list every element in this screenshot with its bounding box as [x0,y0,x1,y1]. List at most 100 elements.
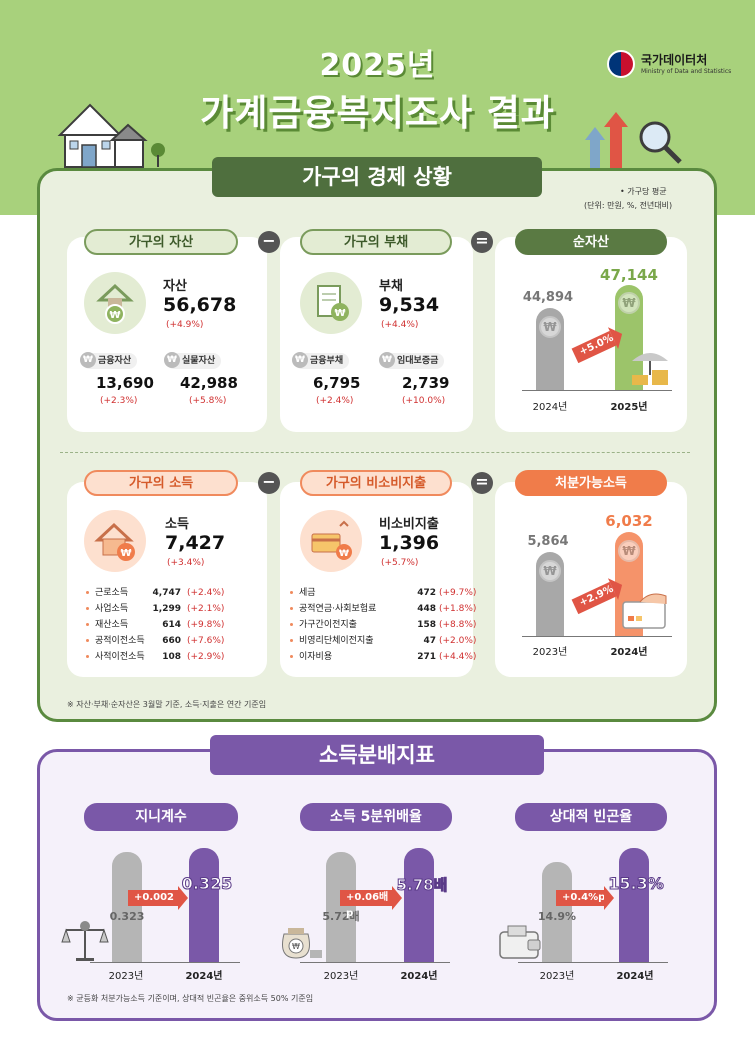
report-title: 가계금융복지조사 결과 [200,93,555,134]
report-year: 2025년 [319,48,436,83]
breakdown-label: 사업소득 [95,604,129,614]
breakdown-change: (+9.7%) [439,588,477,598]
debt-pill: 가구의 부채 [300,229,452,255]
breakdown-row: 세금 472 (+9.7%) [290,586,480,600]
section1-title: 가구의 경제 상황 [212,157,542,197]
minus-operator: − [258,472,280,494]
nonconsumption-card [280,482,473,677]
disposable-income-pill: 처분가능소득 [515,470,667,496]
unit-note-line2: (단위: 만원, %, 전년대비) [584,201,673,210]
quintile-change-arrow: +0.06배p [340,886,402,919]
svg-text:₩: ₩ [292,942,300,951]
breakdown-change: (+1.8%) [439,604,477,614]
breakdown-change: (+2.4%) [187,588,225,598]
breakdown-row: 사업소득 1,299 (+2.1%) [86,602,276,616]
won-coin-icon: ₩ [164,352,180,368]
breakdown-row: 비영리단체이전지출 47 (+2.0%) [290,634,480,648]
quintile-2023-value: 5.72배 [322,910,360,923]
quintile-2023-bar [326,852,356,962]
real-assets-value: 42,988 [180,374,238,392]
won-coin-icon: ₩ [539,316,561,338]
bullet-dot [290,591,293,594]
won-coin-icon: ₩ [292,352,308,368]
debt-bill-icon: ₩ [300,272,362,334]
quintile-axis [300,962,450,963]
net-assets-year1: 2024년 [532,402,568,413]
won-coin-icon: ₩ [539,560,561,582]
breakdown-change: (+7.6%) [187,636,225,646]
won-coin-icon: ₩ [618,292,640,314]
income-house-icon: ₩ [84,510,146,572]
breakdown-row: 이자비용 271 (+4.4%) [290,650,480,664]
real-assets-tag: ₩ 실물자산 [164,352,222,369]
poverty-axis [518,962,668,963]
empty-wallet-icon [499,925,541,959]
debt-card [280,237,473,432]
breakdown-label: 사적이전소득 [95,652,145,662]
equals-operator: = [471,472,493,494]
umbrella-coins-icon [632,353,668,385]
poverty-year2: 2024년 [616,971,654,982]
net-assets-2025-value: 47,144 [600,266,658,284]
growth-arrows-illustration [585,112,682,172]
income-pill: 가구의 소득 [84,470,238,496]
bullet-dot [290,623,293,626]
disposable-year1: 2023년 [532,647,568,658]
net-assets-axis [522,390,672,391]
financial-assets-tag: ₩ 금융자산 [80,352,138,369]
agency-logo: 국가데이터처 Ministry of Data and Statistics [607,48,747,82]
breakdown-value: 47 [423,636,436,646]
net-assets-pill: 순자산 [515,229,667,255]
breakdown-label: 이자비용 [299,652,333,662]
breakdown-row: 공적연금·사회보험료 448 (+1.8%) [290,602,480,616]
net-assets-year2: 2025년 [610,402,648,413]
debt-label: 부채 [379,279,403,294]
poverty-2024-bar [619,848,649,962]
breakdown-label: 재산소득 [95,620,129,630]
balance-scale-icon [61,921,109,961]
nonconsumption-pill: 가구의 비소비지출 [300,470,452,496]
financial-debt-tag: ₩ 금융부채 [292,352,350,369]
income-value: 7,427 [165,532,226,554]
gini-2024-value: 0.325 [181,874,233,894]
svg-text:₩: ₩ [339,549,349,559]
breakdown-label: 공적연금·사회보험료 [299,604,377,614]
bullet-dot [290,655,293,658]
bullet-dot [86,607,89,610]
income-label: 소득 [165,517,189,532]
breakdown-change: (+2.9%) [187,652,225,662]
agency-name-ko: 국가데이터처 [641,53,708,67]
breakdown-row: 재산소득 614 (+9.8%) [86,618,276,632]
gini-year2: 2024년 [185,971,223,982]
breakdown-value: 158 [417,620,436,630]
breakdown-label: 근로소득 [95,588,129,598]
equals-operator: = [471,231,493,253]
assets-card [67,237,267,432]
breakdown-row: 공적이전소득 660 (+7.6%) [86,634,276,648]
assets-house-icon: ₩ [84,272,146,334]
gini-2024-bar [189,848,219,962]
financial-assets-change: (+2.3%) [100,396,138,406]
disposable-2023-value: 5,864 [527,534,569,549]
section-divider [60,452,690,453]
bullet-dot [86,591,89,594]
breakdown-value: 448 [417,604,436,614]
credit-card-icon [622,593,667,629]
real-assets-change: (+5.8%) [189,396,227,406]
footnote-basis: ※ 자산·부채·순자산은 3월말 기준, 소득·지출은 연간 기준임 [67,700,267,709]
breakdown-value: 108 [162,652,181,662]
breakdown-value: 660 [162,636,181,646]
svg-text:₩: ₩ [120,548,131,559]
income-distribution-panel [37,749,717,1021]
assets-label: 자산 [163,279,187,294]
breakdown-value: 1,299 [152,604,181,614]
breakdown-row: 근로소득 4,747 (+2.4%) [86,586,276,600]
poverty-2024-value: 15.3% [608,874,665,894]
svg-text:₩: ₩ [109,310,120,321]
financial-assets-value: 13,690 [96,374,154,392]
rental-deposit-tag: ₩ 임대보증금 [379,352,445,369]
income-change: (+3.4%) [167,558,205,568]
poverty-2023-bar [542,862,572,962]
gini-2023-value: 0.323 [109,910,145,923]
poverty-2023-value: 14.9% [537,910,577,923]
